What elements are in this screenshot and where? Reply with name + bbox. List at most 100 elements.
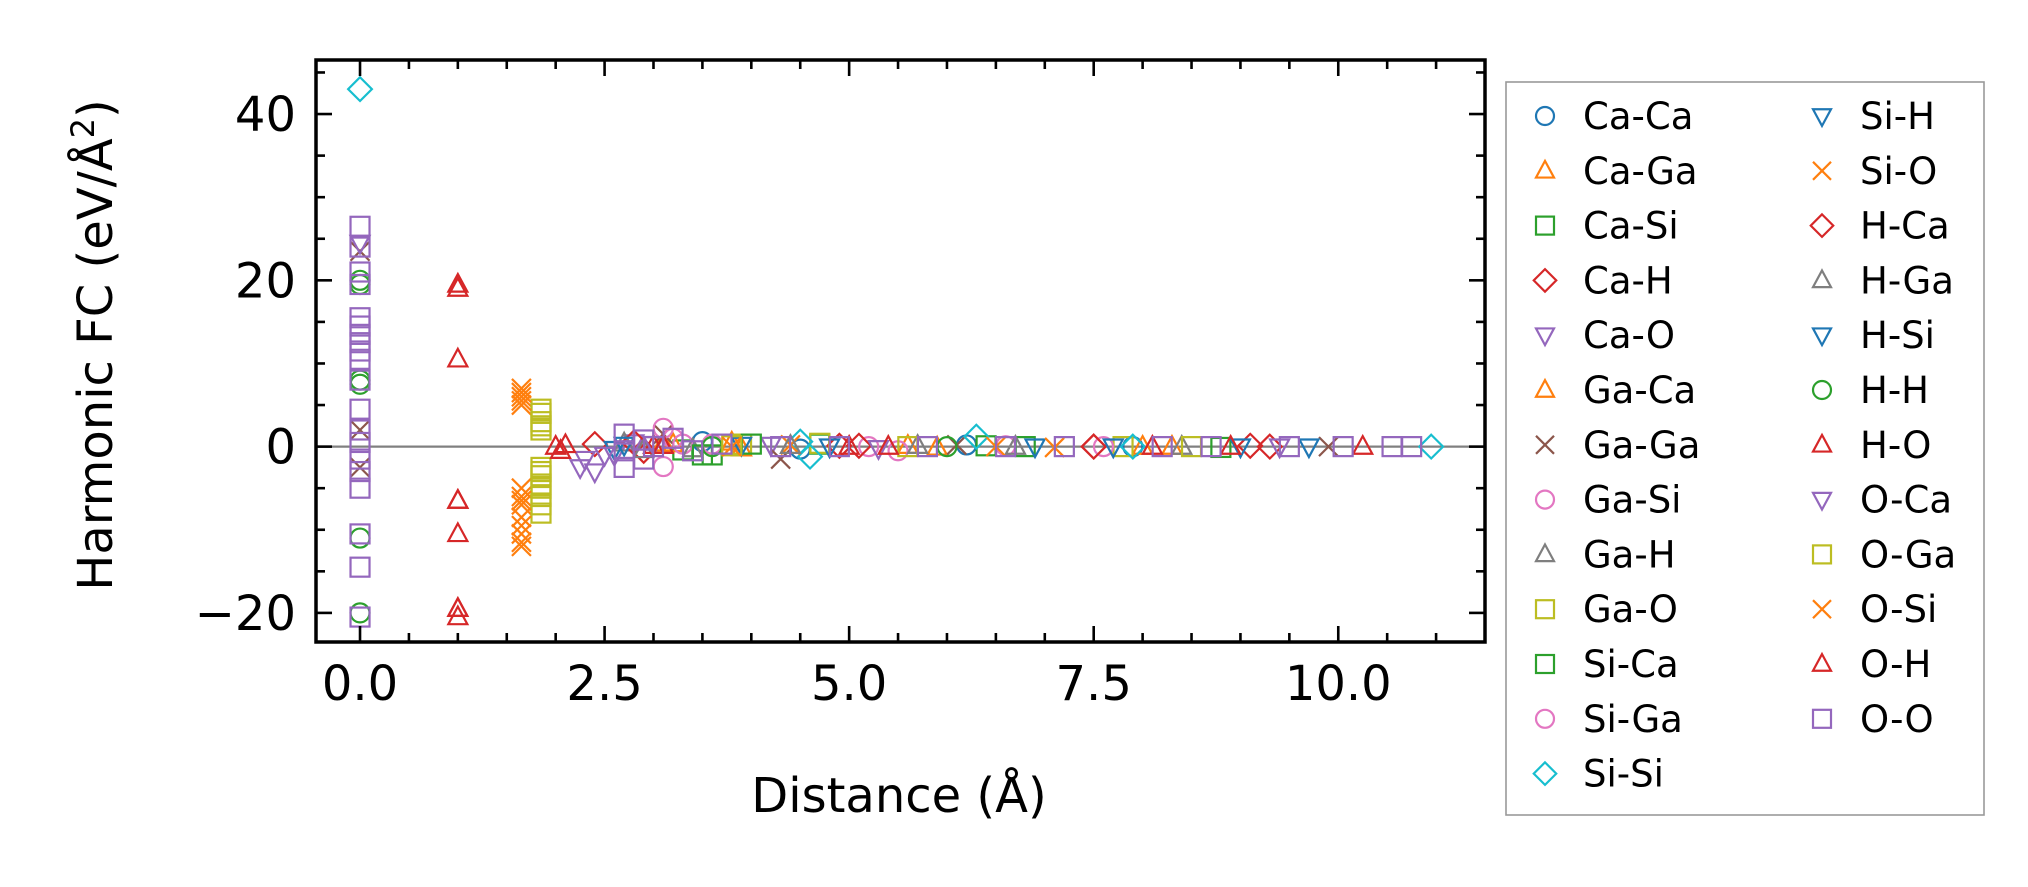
legend-label-si-si: Si-Si (1583, 753, 1664, 796)
legend-label-ga-o: Ga-O (1583, 588, 1678, 631)
legend-marker-h-si (1811, 327, 1833, 348)
legend-label-si-ca: Si-Ca (1583, 643, 1679, 686)
legend-label-h-o: H-O (1860, 424, 1931, 467)
legend-marker-si-si (1532, 760, 1558, 787)
legend-marker-ca-ga (1534, 158, 1556, 179)
data-point-o-o (995, 436, 1017, 458)
data-point-o-ga (530, 494, 552, 516)
data-point-si-si (1119, 433, 1147, 461)
x-tick-label: 5.0 (811, 656, 887, 712)
legend-marker-ca-ca (1534, 105, 1556, 127)
data-point-h-o (1351, 433, 1375, 455)
plot-frame (314, 58, 1487, 644)
data-point-ga-ga (1318, 436, 1339, 457)
legend-marker-ca-h (1532, 267, 1558, 294)
ticks (316, 60, 1487, 642)
data-point-o-h (1219, 433, 1243, 455)
legend-label-si-h: Si-H (1860, 95, 1935, 138)
data-point-o-o (349, 477, 371, 499)
data-point-o-ca (867, 440, 890, 462)
data-point-h-si (1297, 438, 1321, 460)
legend-label-ga-ca: Ga-Ca (1583, 369, 1696, 412)
legend-marker-o-si (1812, 599, 1832, 619)
data-point-o-ca (568, 459, 592, 481)
legend-label-o-ga: O-Ga (1860, 533, 1956, 576)
data-point-o-ga (530, 415, 552, 437)
data-point-h-o (446, 346, 470, 368)
data-point-o-h (876, 433, 900, 455)
axes (314, 58, 1487, 644)
data-point-o-si (511, 515, 532, 536)
x-tick-label: 2.5 (566, 656, 642, 712)
data-point-h-o (446, 521, 470, 543)
data-point-o-o (349, 261, 371, 283)
legend-marker-o-h (1811, 651, 1833, 672)
data-point-o-o (349, 273, 371, 296)
x-tick-label: 10.0 (1285, 656, 1392, 712)
data-point-o-h (544, 433, 568, 455)
data-point-si-o (511, 486, 532, 507)
data-point-h-si (612, 436, 636, 458)
data-point-si-h (1229, 438, 1252, 460)
legend-marker-h-o (1811, 432, 1833, 453)
x-tick-label: 7.5 (1056, 656, 1132, 712)
data-point-o-o (349, 448, 371, 470)
legend-marker-ca-si (1534, 215, 1556, 236)
legend-label-h-si: H-Si (1860, 314, 1935, 357)
legend: Ca-Ca Ca-Ga Ca-Si Ca-H Ca-O Ga-Ca Ga-Ga Ga-Si Ga… (1505, 81, 1985, 816)
legend-label-o-o: O-O (1860, 698, 1934, 741)
y-axis-label-close: ) (68, 99, 124, 118)
data-point-o-o (349, 215, 371, 237)
data-point-o-o (349, 348, 371, 370)
data-point-ca-h (581, 430, 609, 458)
data-point-o-ga (530, 477, 552, 499)
axis-labels: Distance (Å) Harmonic FC (eV/Å2) 0.0 2.5 5… (64, 87, 1392, 824)
data-point-o-o (349, 556, 371, 578)
data-point-si-si (962, 423, 990, 451)
data-point-ga-ga (349, 419, 371, 441)
y-tick-label: −20 (195, 586, 296, 642)
data-point-o-o (1401, 436, 1423, 458)
data-point-o-o (349, 523, 371, 545)
y-axis-label-main: Harmonic FC (eV/Å (67, 138, 124, 591)
data-point-ca-h (1236, 432, 1264, 460)
legend-label-ca-ca: Ca-Ca (1583, 95, 1693, 138)
legend-marker-si-h (1811, 108, 1833, 129)
data-point-o-ga (530, 402, 552, 424)
legend-label-ga-ga: Ga-Ga (1583, 424, 1700, 467)
x-axis-label: Distance (Å) (751, 767, 1046, 824)
data-point-si-ga (1092, 436, 1115, 458)
data-point-o-o (682, 440, 704, 462)
y-tick-label: 0 (265, 420, 296, 476)
data-point-si-o (511, 536, 532, 557)
legend-marker-si-ga (1534, 708, 1556, 729)
legend-marker-ga-ga (1535, 435, 1555, 455)
data-point-o-o (349, 398, 371, 420)
legend-marker-o-ca (1811, 491, 1833, 512)
legend-marker-h-ca (1809, 212, 1835, 239)
legend-label-ca-h: Ca-H (1583, 259, 1673, 302)
legend-label-ga-h: Ga-H (1583, 533, 1676, 576)
data-point-o-o (349, 431, 371, 454)
data-point-o-ga (530, 460, 552, 483)
y-axis-label-superscript: 2 (64, 118, 102, 138)
data-point-si-o (511, 386, 532, 408)
data-point-si-si (346, 75, 374, 103)
data-point-o-o (828, 436, 850, 458)
legend-marker-o-o (1811, 708, 1833, 729)
data-point-o-si (511, 390, 532, 412)
data-point-o-o (349, 369, 371, 391)
data-point-ca-h (630, 437, 658, 465)
legend-label-o-si: O-Si (1860, 588, 1937, 631)
data-point-o-o (1278, 436, 1300, 458)
data-point-si-h (1023, 438, 1047, 460)
data-point-o-si (511, 382, 532, 403)
data-point-o-o (662, 427, 684, 449)
data-point-h-o (549, 438, 572, 459)
legend-label-ga-si: Ga-Si (1583, 479, 1681, 522)
data-point-o-o (770, 436, 792, 458)
data-point-h-ca (1256, 433, 1284, 461)
legend-marker-ca-o (1534, 327, 1556, 348)
data-point-o-o (1151, 436, 1173, 458)
data-point-o-o (349, 460, 371, 483)
